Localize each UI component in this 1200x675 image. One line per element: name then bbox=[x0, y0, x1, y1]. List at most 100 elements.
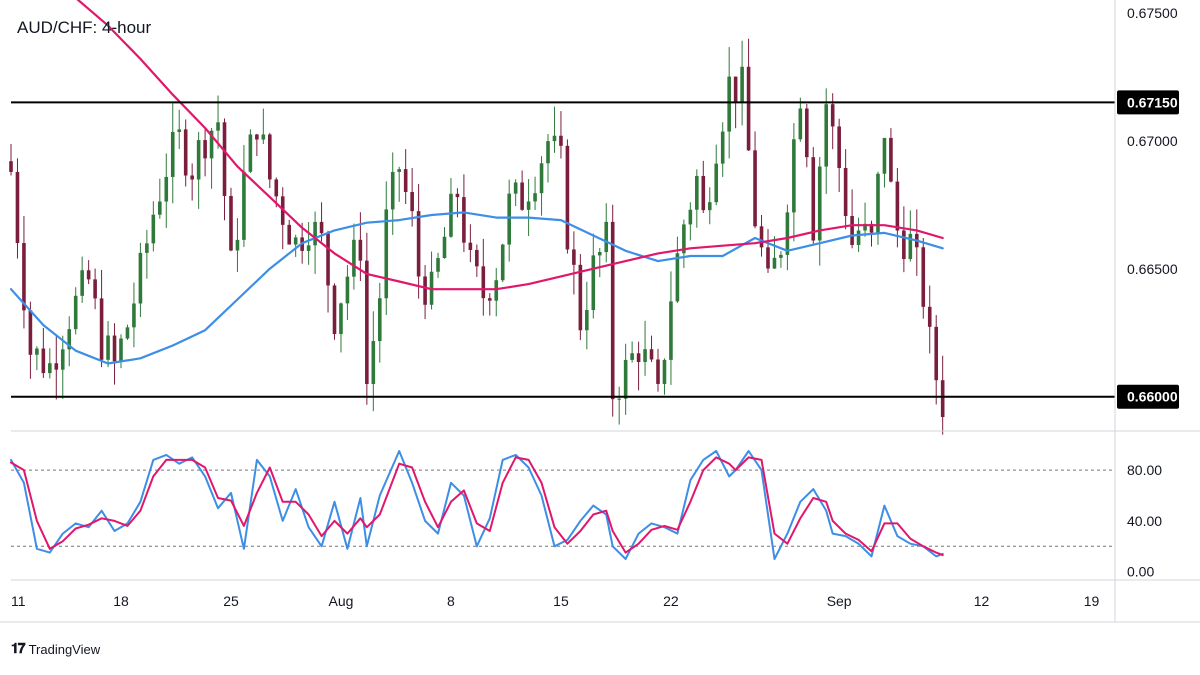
candle[interactable] bbox=[93, 268, 97, 310]
candle[interactable] bbox=[798, 97, 803, 142]
candle[interactable] bbox=[332, 283, 337, 340]
candle[interactable] bbox=[397, 166, 401, 202]
stochastic-pane[interactable] bbox=[10, 450, 1115, 560]
candle[interactable] bbox=[287, 219, 292, 245]
candle[interactable] bbox=[242, 145, 246, 247]
candle[interactable] bbox=[850, 189, 854, 249]
candle[interactable] bbox=[921, 238, 926, 319]
candle[interactable] bbox=[500, 243, 505, 283]
candle[interactable] bbox=[520, 170, 524, 211]
candle[interactable] bbox=[190, 163, 194, 201]
candle[interactable] bbox=[132, 282, 136, 348]
candle[interactable] bbox=[552, 106, 557, 153]
price-pane[interactable] bbox=[9, 0, 1115, 435]
candle[interactable] bbox=[235, 218, 240, 272]
candle[interactable] bbox=[565, 139, 570, 254]
candle[interactable] bbox=[707, 187, 712, 225]
candle[interactable] bbox=[449, 178, 453, 238]
candle[interactable] bbox=[513, 179, 518, 207]
brand[interactable]: 𝟏𝟕 TradingView bbox=[11, 641, 100, 657]
candle[interactable] bbox=[546, 134, 550, 183]
candle[interactable] bbox=[99, 269, 104, 368]
candle[interactable] bbox=[345, 265, 350, 320]
candle[interactable] bbox=[792, 123, 796, 242]
candle[interactable] bbox=[339, 302, 343, 353]
candle[interactable] bbox=[268, 132, 272, 189]
candle[interactable] bbox=[585, 281, 589, 350]
candle[interactable] bbox=[416, 184, 421, 299]
candle[interactable] bbox=[60, 335, 65, 400]
candle[interactable] bbox=[403, 149, 408, 205]
candle[interactable] bbox=[183, 119, 188, 187]
candle[interactable] bbox=[636, 341, 641, 391]
candle[interactable] bbox=[222, 118, 227, 221]
candle[interactable] bbox=[720, 122, 725, 177]
candle[interactable] bbox=[526, 179, 531, 236]
candle[interactable] bbox=[48, 348, 52, 379]
candle[interactable] bbox=[423, 265, 427, 320]
candle[interactable] bbox=[177, 109, 182, 150]
candle[interactable] bbox=[112, 323, 117, 385]
candle[interactable] bbox=[280, 187, 285, 250]
candle[interactable] bbox=[669, 271, 673, 385]
candle[interactable] bbox=[889, 128, 893, 183]
candle[interactable] bbox=[313, 211, 317, 274]
candle[interactable] bbox=[539, 156, 544, 216]
candle[interactable] bbox=[934, 315, 939, 405]
candle[interactable] bbox=[293, 234, 298, 257]
candle[interactable] bbox=[9, 144, 13, 176]
candle[interactable] bbox=[145, 229, 149, 279]
candle[interactable] bbox=[766, 229, 770, 273]
candle[interactable] bbox=[377, 282, 382, 363]
candle[interactable] bbox=[940, 355, 945, 435]
candle[interactable] bbox=[701, 160, 706, 214]
candle[interactable] bbox=[779, 251, 783, 268]
candle[interactable] bbox=[371, 311, 376, 412]
candle[interactable] bbox=[436, 252, 440, 278]
candle[interactable] bbox=[617, 386, 621, 425]
candle[interactable] bbox=[22, 216, 26, 329]
candle[interactable] bbox=[772, 236, 777, 269]
candle[interactable] bbox=[688, 202, 693, 241]
candle[interactable] bbox=[675, 236, 680, 304]
candle[interactable] bbox=[643, 320, 647, 376]
candle[interactable] bbox=[494, 267, 499, 317]
candle[interactable] bbox=[507, 179, 511, 262]
candle[interactable] bbox=[682, 219, 686, 269]
candle[interactable] bbox=[86, 260, 91, 285]
candle[interactable] bbox=[80, 256, 84, 303]
candle[interactable] bbox=[882, 137, 887, 188]
candle[interactable] bbox=[15, 158, 20, 259]
candle[interactable] bbox=[746, 38, 751, 151]
candle[interactable] bbox=[261, 108, 266, 145]
candle[interactable] bbox=[209, 127, 214, 189]
candle[interactable] bbox=[630, 341, 634, 363]
candle[interactable] bbox=[410, 167, 414, 227]
candle[interactable] bbox=[824, 88, 829, 194]
candle[interactable] bbox=[229, 187, 233, 252]
candle[interactable] bbox=[67, 316, 72, 367]
candle[interactable] bbox=[753, 131, 757, 229]
candle[interactable] bbox=[805, 103, 809, 168]
candle[interactable] bbox=[365, 232, 369, 405]
candle[interactable] bbox=[740, 40, 744, 126]
candle[interactable] bbox=[591, 233, 596, 319]
candle[interactable] bbox=[559, 111, 563, 159]
candle[interactable] bbox=[203, 129, 207, 177]
candle[interactable] bbox=[481, 238, 486, 316]
candle[interactable] bbox=[902, 206, 906, 273]
candle[interactable] bbox=[863, 202, 867, 237]
candle[interactable] bbox=[35, 346, 39, 371]
candle[interactable] bbox=[41, 327, 46, 378]
candle[interactable] bbox=[623, 343, 628, 415]
candle[interactable] bbox=[384, 181, 389, 315]
candle[interactable] bbox=[106, 321, 110, 368]
candle[interactable] bbox=[759, 214, 764, 257]
candle[interactable] bbox=[662, 358, 667, 395]
candle[interactable] bbox=[390, 152, 395, 235]
candle[interactable] bbox=[908, 210, 913, 262]
candle[interactable] bbox=[306, 222, 311, 265]
candle[interactable] bbox=[138, 242, 143, 317]
candle[interactable] bbox=[475, 244, 479, 277]
candle[interactable] bbox=[817, 156, 822, 266]
